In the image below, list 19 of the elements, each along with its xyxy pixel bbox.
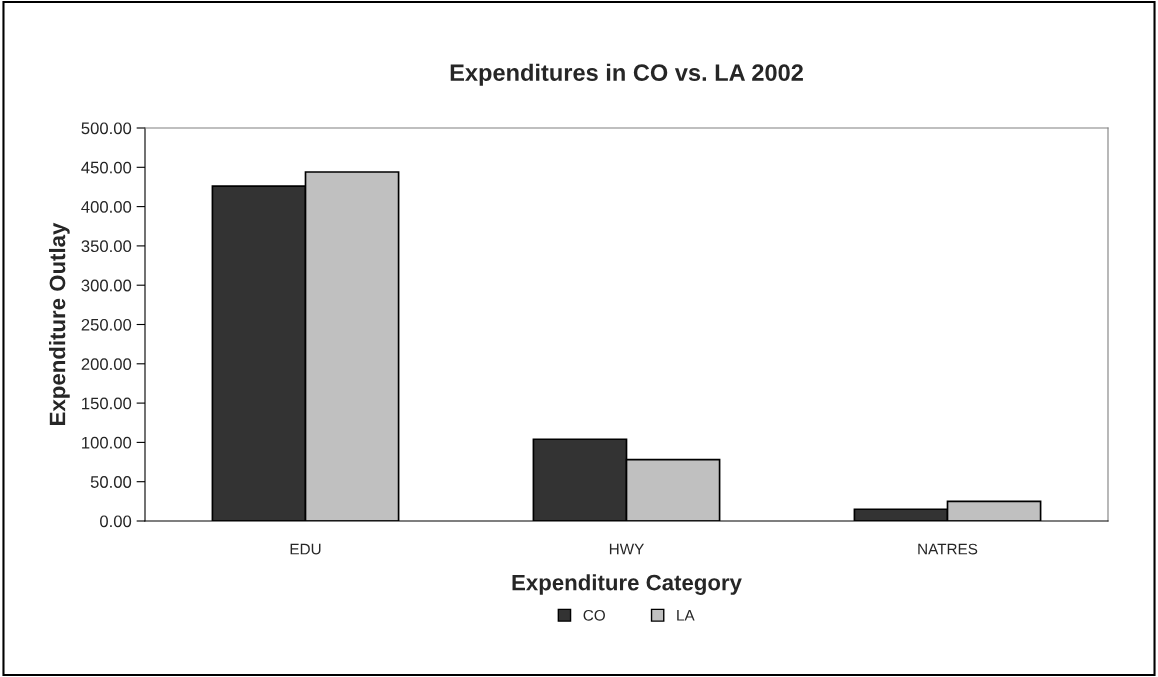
legend-label: CO — [583, 609, 605, 621]
y-tick-label: 450.00 — [81, 161, 132, 174]
y-tick-label: 100.00 — [82, 436, 132, 449]
legend-label: LA — [677, 610, 695, 621]
y-tick-label: 300.00 — [81, 279, 132, 292]
chart-title: Expenditures in CO vs. LA 2002 — [450, 63, 803, 86]
x-tick-label: EDU — [290, 543, 321, 555]
y-tick-label: 250.00 — [81, 318, 132, 331]
y-tick-label: 350.00 — [81, 240, 132, 253]
x-tick-label: HWY — [609, 543, 644, 555]
y-tick-label: 200.00 — [81, 358, 132, 370]
y-axis-title: Expenditure Outlay — [49, 222, 70, 425]
y-tick-label: 50.00 — [90, 476, 132, 488]
x-axis-title: Expenditure Category — [512, 574, 742, 595]
y-tick-label: 500.00 — [81, 122, 132, 135]
y-tick-label: 0.00 — [100, 515, 132, 528]
y-tick-label: 150.00 — [82, 397, 132, 410]
x-tick-label: NATRES — [918, 543, 978, 555]
y-tick-label: 400.00 — [81, 201, 132, 213]
